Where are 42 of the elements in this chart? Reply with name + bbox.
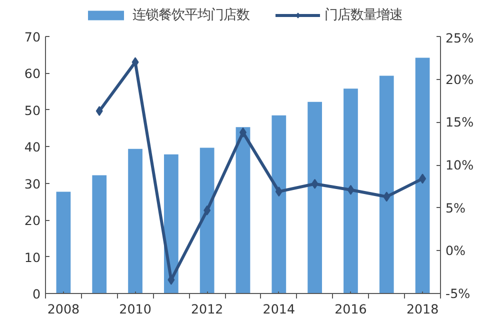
x-tick-label: 2008 bbox=[47, 302, 80, 316]
bar bbox=[236, 127, 250, 294]
y-tick-label: 0 bbox=[32, 286, 41, 302]
y2-tick-label: 20% bbox=[446, 72, 474, 87]
y2-tick-label: 25% bbox=[446, 30, 474, 46]
bar bbox=[272, 115, 286, 294]
y2-tick-label: -5% bbox=[446, 286, 470, 301]
x-tick-label: 2010 bbox=[119, 302, 152, 316]
x-tick-label: 2012 bbox=[190, 302, 224, 316]
point bbox=[96, 106, 103, 116]
bar bbox=[92, 175, 107, 294]
y-tick-label: 50 bbox=[24, 102, 41, 118]
y-tick-label: 40 bbox=[24, 140, 41, 155]
bar bbox=[200, 148, 214, 294]
y2-tick-label: 0% bbox=[446, 243, 466, 258]
bar bbox=[56, 192, 71, 294]
legend-label: 门店数量增速 bbox=[324, 6, 402, 24]
bar bbox=[164, 154, 178, 294]
bar bbox=[379, 76, 394, 294]
bar bbox=[344, 88, 358, 294]
x-tick-label: 2018 bbox=[406, 302, 439, 316]
point bbox=[419, 174, 426, 184]
bar bbox=[308, 102, 322, 294]
point bbox=[132, 57, 139, 68]
legend-label: 连锁餐饮平均门店数 bbox=[132, 6, 250, 24]
point bbox=[275, 186, 282, 197]
point bbox=[204, 205, 211, 216]
y-tick-label: 30 bbox=[24, 176, 41, 192]
y2-tick-label: 10% bbox=[446, 158, 474, 172]
point bbox=[383, 192, 390, 202]
y2-tick-label: 5% bbox=[446, 200, 466, 216]
x-tick-label: 2014 bbox=[262, 302, 296, 316]
point bbox=[347, 184, 354, 195]
x-tick-label: 2016 bbox=[334, 302, 367, 316]
bar bbox=[128, 148, 142, 294]
y-tick-label: 70 bbox=[24, 30, 41, 44]
point bbox=[311, 178, 318, 189]
y2-tick-label: 15% bbox=[446, 114, 474, 130]
y-tick-label: 10 bbox=[24, 250, 41, 265]
bar bbox=[415, 58, 430, 294]
y-tick-label: 20 bbox=[24, 213, 41, 228]
y-tick-label: 60 bbox=[24, 66, 41, 82]
